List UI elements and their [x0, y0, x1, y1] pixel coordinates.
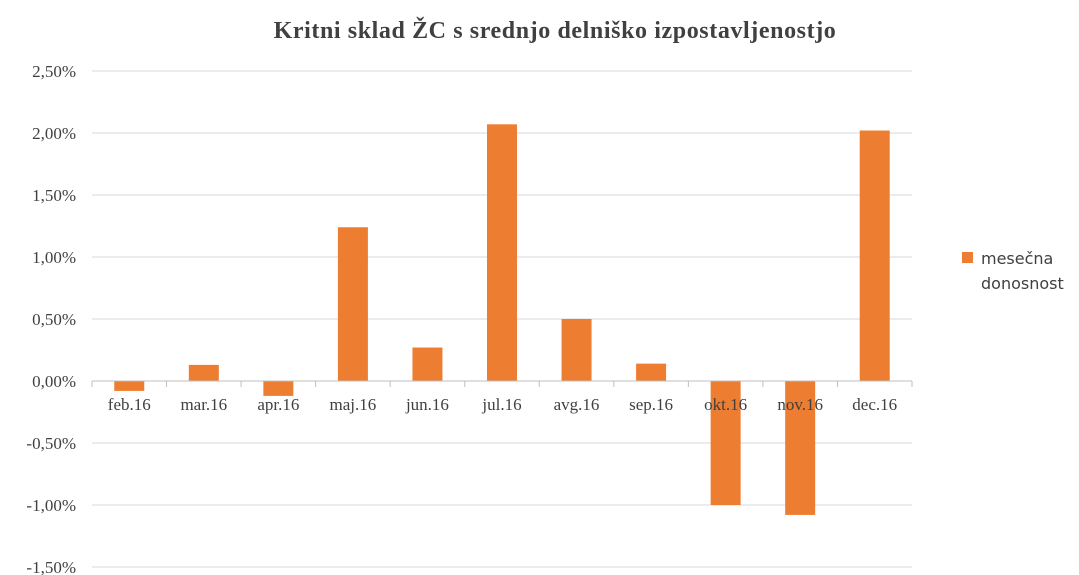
bar-dec.16 — [859, 130, 890, 381]
bar-feb.16 — [114, 381, 145, 391]
x-axis — [91, 380, 913, 387]
legend: mesečna donosnost — [962, 249, 1064, 293]
y-axis-tick-labels: -1,50% -1,00% -0,50% 0,00% 0,50% 1,00% 1,50% 2,… — [26, 62, 76, 575]
x-tick-label: mar.16 — [180, 395, 227, 414]
bar-jul.16 — [487, 124, 517, 381]
bar-sep.16 — [636, 363, 667, 381]
bars — [114, 124, 890, 515]
x-tick-label: okt.16 — [704, 395, 747, 414]
bar-apr.16 — [263, 381, 294, 396]
x-tick-label: jul.16 — [481, 395, 521, 414]
x-tick-label: dec.16 — [852, 395, 897, 414]
legend-swatch — [962, 252, 973, 263]
chart-title: Kritni sklad ŽC s srednjo delniško izpos… — [274, 17, 837, 44]
x-axis-tick-labels: feb.16 mar.16 apr.16 maj.16 jun.16 jul.16 avg.… — [108, 395, 897, 414]
bar-jun.16 — [412, 347, 443, 381]
bar-nov.16 — [785, 381, 816, 515]
y-tick-label: -1,50% — [26, 558, 76, 575]
x-tick-label: apr.16 — [257, 395, 299, 414]
y-tick-label: 1,00% — [32, 248, 76, 267]
bar-mar.16 — [188, 364, 219, 381]
y-tick-label: -1,00% — [26, 496, 76, 515]
bar-okt.16 — [710, 381, 741, 505]
y-tick-label: 2,00% — [32, 124, 76, 143]
y-tick-label: -0,50% — [26, 434, 76, 453]
x-tick-label: nov.16 — [777, 395, 823, 414]
x-tick-label: sep.16 — [629, 395, 673, 414]
y-tick-label: 0,50% — [32, 310, 76, 329]
bar-maj.16 — [337, 227, 368, 381]
x-tick-label: avg.16 — [554, 395, 600, 414]
x-tick-label: maj.16 — [330, 395, 377, 414]
legend-label-line-1: mesečna — [981, 249, 1053, 268]
y-tick-label: 1,50% — [32, 186, 76, 205]
x-tick-label: feb.16 — [108, 395, 151, 414]
bar-avg.16 — [561, 319, 592, 381]
y-tick-label: 0,00% — [32, 372, 76, 391]
x-tick-label: jun.16 — [405, 395, 449, 414]
y-tick-label: 2,50% — [32, 62, 76, 81]
legend-label-line-2: donosnost — [981, 274, 1064, 293]
